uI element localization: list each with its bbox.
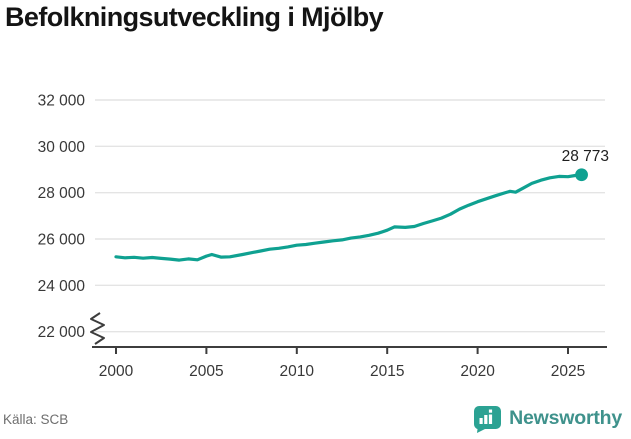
y-axis-tick-label: 28 000 (38, 185, 86, 202)
axis-break-icon (90, 312, 105, 345)
y-axis-tick-label: 26 000 (38, 231, 86, 248)
newsworthy-wordmark: Newsworthy (509, 407, 622, 429)
x-axis-tick-label: 2000 (99, 363, 134, 380)
x-axis-tick-label: 2005 (189, 363, 223, 380)
x-axis-tick-label: 2025 (551, 363, 585, 380)
x-axis-tick-label: 2020 (460, 363, 495, 380)
x-axis-tick-label: 2015 (370, 363, 404, 380)
y-axis-tick-label: 24 000 (38, 278, 86, 295)
population-line (114, 173, 584, 262)
source-note: Källa: SCB (3, 412, 69, 427)
last-value-label: 28 773 (562, 148, 609, 165)
y-axis-tick-label: 22 000 (38, 324, 86, 341)
x-axis-tick-label: 2010 (280, 363, 315, 380)
newsworthy-icon (471, 403, 502, 434)
y-axis-tick-label: 30 000 (38, 139, 86, 156)
newsworthy-logo-link[interactable]: Newsworthy (471, 403, 622, 434)
last-value-dot (575, 168, 588, 182)
chart-title: Befolkningsutveckling i Mjölby (5, 2, 384, 32)
y-axis-tick-label: 32 000 (38, 93, 86, 110)
